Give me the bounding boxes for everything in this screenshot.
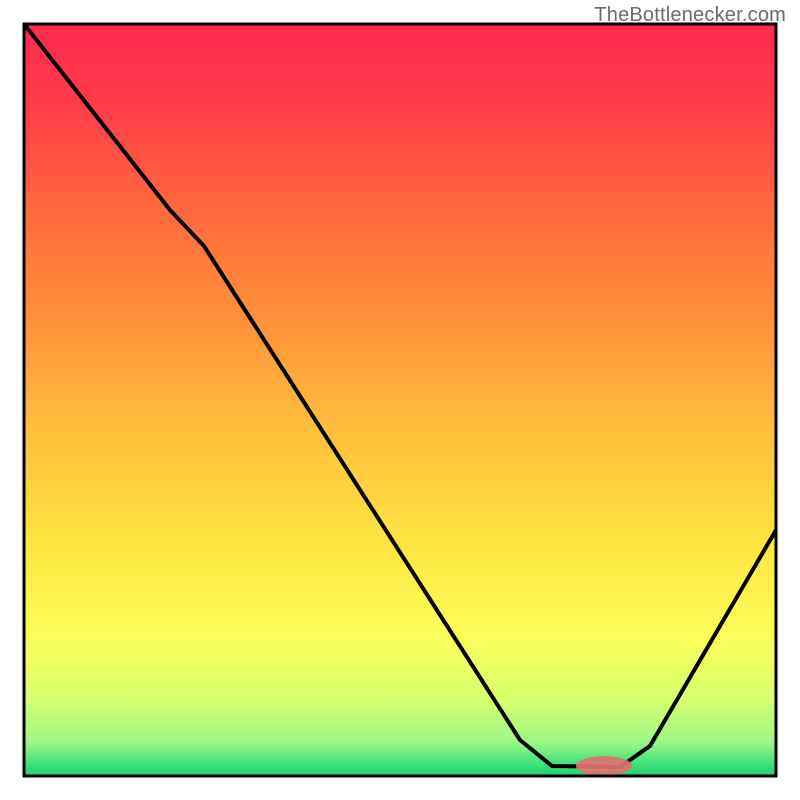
watermark-text: TheBottlenecker.com	[594, 4, 786, 27]
chart-svg	[0, 0, 800, 800]
optimal-zone-marker	[576, 756, 632, 776]
bottleneck-chart: TheBottlenecker.com	[0, 0, 800, 800]
plot-background	[24, 24, 776, 776]
